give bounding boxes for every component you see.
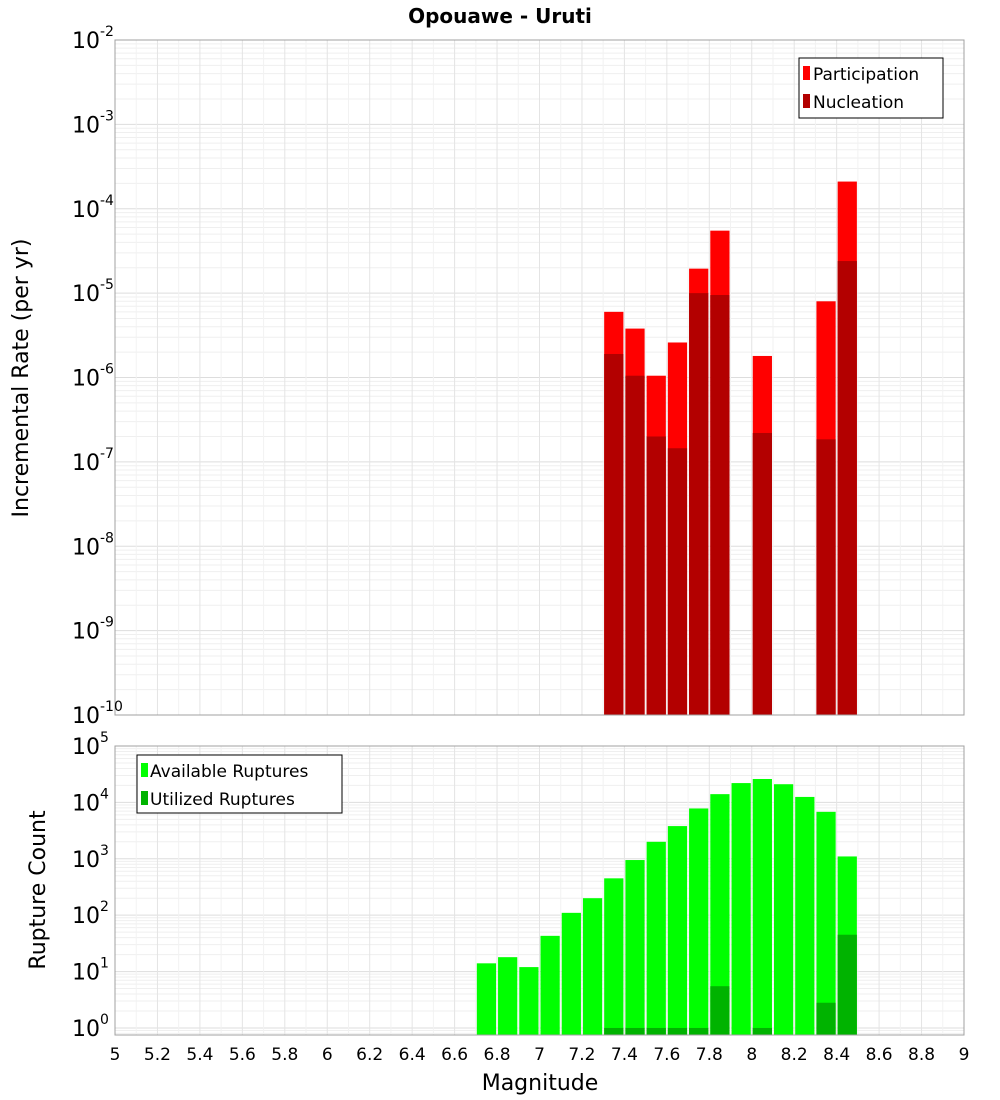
top-bar-nucleation [689, 293, 709, 715]
bottom-bar-available-ruptures [498, 957, 518, 1035]
top-y-tick-label: 10-2 [72, 24, 114, 54]
top-bar-nucleation [604, 353, 624, 715]
bottom-bar-utilized-ruptures [625, 1027, 645, 1035]
bottom-bar-available-ruptures [476, 963, 497, 1035]
legend-swatch-available-ruptures [141, 763, 148, 777]
bottom-bar-available-ruptures [731, 783, 751, 1035]
x-tick-labels: 5 5.2 5.4 5.6 5.8 6 6.2 6.4 6.6 6.8 7 7.2 7.4 7.6 7.8 8… [110, 1045, 970, 1065]
top-legend: Participation Nucleation [798, 57, 944, 119]
top-bar-nucleation [752, 432, 772, 715]
top-y-tick-label: 10-6 [72, 362, 114, 392]
top-bar-nucleation [816, 439, 836, 715]
bottom-bar-available-ruptures [604, 878, 624, 1035]
top-bar-nucleation [837, 261, 857, 715]
top-bar-nucleation [667, 448, 688, 715]
bottom-y-tick-labels: 100 101 102 103 104 105 [72, 730, 109, 1042]
bottom-bar-utilized-ruptures [710, 986, 730, 1035]
top-plot-bars [604, 181, 857, 715]
bottom-y-axis-label: Rupture Count [26, 810, 51, 970]
bottom-bar-available-ruptures [561, 912, 581, 1035]
top-y-tick-label: 10-9 [72, 615, 114, 645]
x-tick-label: 6 [322, 1045, 333, 1065]
top-bar-nucleation [646, 436, 666, 715]
legend-swatch-nucleation [803, 94, 810, 108]
top-bar-nucleation [710, 295, 730, 715]
bottom-bar-available-ruptures [625, 860, 645, 1035]
x-tick-label: 8.8 [908, 1045, 935, 1065]
bottom-bar-utilized-ruptures [604, 1027, 624, 1035]
bottom-bar-available-ruptures [519, 967, 539, 1035]
bottom-bar-available-ruptures [752, 778, 772, 1035]
bottom-bar-available-ruptures [646, 841, 666, 1035]
top-legend-box [798, 57, 944, 119]
x-tick-label: 5.8 [271, 1045, 298, 1065]
bottom-legend: Available Ruptures Utilized Ruptures [136, 754, 343, 814]
bottom-bar-utilized-ruptures [667, 1027, 688, 1035]
legend-label-available-ruptures: Available Ruptures [150, 762, 308, 782]
x-tick-label: 7.2 [568, 1045, 595, 1065]
top-y-axis-label: Incremental Rate (per yr) [9, 239, 34, 518]
top-y-tick-label: 10-4 [72, 193, 114, 223]
top-bar-nucleation [625, 375, 645, 715]
bottom-y-tick-label: 103 [72, 843, 109, 873]
bottom-bar-available-ruptures [582, 898, 603, 1035]
bottom-bar-available-ruptures [795, 796, 815, 1035]
x-tick-label: 8.6 [866, 1045, 893, 1065]
x-tick-label: 7 [534, 1045, 545, 1065]
top-y-tick-label: 10-10 [72, 699, 123, 729]
legend-swatch-utilized-ruptures [141, 791, 148, 805]
legend-label-participation: Participation [813, 65, 919, 85]
bottom-bar-utilized-ruptures [837, 934, 857, 1035]
x-tick-label: 5 [110, 1045, 121, 1065]
bottom-bar-available-ruptures [540, 935, 560, 1035]
bottom-y-tick-label: 100 [72, 1012, 109, 1042]
x-tick-label: 5.2 [144, 1045, 171, 1065]
top-y-tick-label: 10-7 [72, 446, 114, 476]
legend-label-nucleation: Nucleation [813, 93, 904, 113]
x-tick-label: 9 [959, 1045, 970, 1065]
top-y-tick-label: 10-8 [72, 530, 114, 560]
x-tick-label: 8.2 [781, 1045, 808, 1065]
bottom-bar-available-ruptures [816, 811, 836, 1035]
x-tick-label: 5.4 [186, 1045, 213, 1065]
x-tick-label: 7.4 [611, 1045, 638, 1065]
bottom-legend-box [136, 754, 343, 814]
legend-swatch-participation [803, 66, 810, 80]
x-tick-label: 7.8 [696, 1045, 723, 1065]
bottom-plot-bars [476, 778, 857, 1035]
x-tick-label: 6.6 [441, 1045, 468, 1065]
top-y-tick-label: 10-3 [72, 108, 114, 138]
x-tick-label: 6.8 [484, 1045, 511, 1065]
x-tick-label: 6.2 [356, 1045, 383, 1065]
x-tick-label: 8 [746, 1045, 757, 1065]
bottom-y-tick-label: 105 [72, 730, 109, 760]
bottom-y-tick-label: 102 [72, 899, 109, 929]
bottom-bar-available-ruptures [710, 794, 730, 1035]
x-axis-label: Magnitude [482, 1071, 599, 1096]
x-tick-label: 8.4 [823, 1045, 850, 1065]
bottom-y-tick-label: 104 [72, 786, 109, 816]
x-tick-label: 7.6 [653, 1045, 680, 1065]
bottom-y-tick-label: 101 [72, 956, 109, 986]
chart-title: Opouawe - Uruti [408, 4, 592, 28]
x-tick-label: 6.4 [399, 1045, 426, 1065]
top-y-tick-label: 10-5 [72, 277, 114, 307]
top-plot-grid [114, 39, 965, 716]
bottom-bar-utilized-ruptures [646, 1027, 666, 1035]
bottom-bar-available-ruptures [773, 784, 794, 1035]
x-tick-label: 5.6 [229, 1045, 256, 1065]
bottom-plot-frame [114, 745, 965, 1036]
bottom-bar-utilized-ruptures [816, 1002, 836, 1035]
bottom-bar-utilized-ruptures [752, 1027, 772, 1035]
bottom-bar-utilized-ruptures [689, 1027, 709, 1035]
bottom-bar-available-ruptures [667, 826, 688, 1035]
legend-label-utilized-ruptures: Utilized Ruptures [150, 790, 295, 810]
top-plot-frame [114, 39, 965, 716]
top-y-tick-labels: 10-2 10-3 10-4 10-5 10-6 10-7 10-8 10-9 10-10 [72, 24, 123, 729]
bottom-bar-available-ruptures [689, 808, 709, 1035]
